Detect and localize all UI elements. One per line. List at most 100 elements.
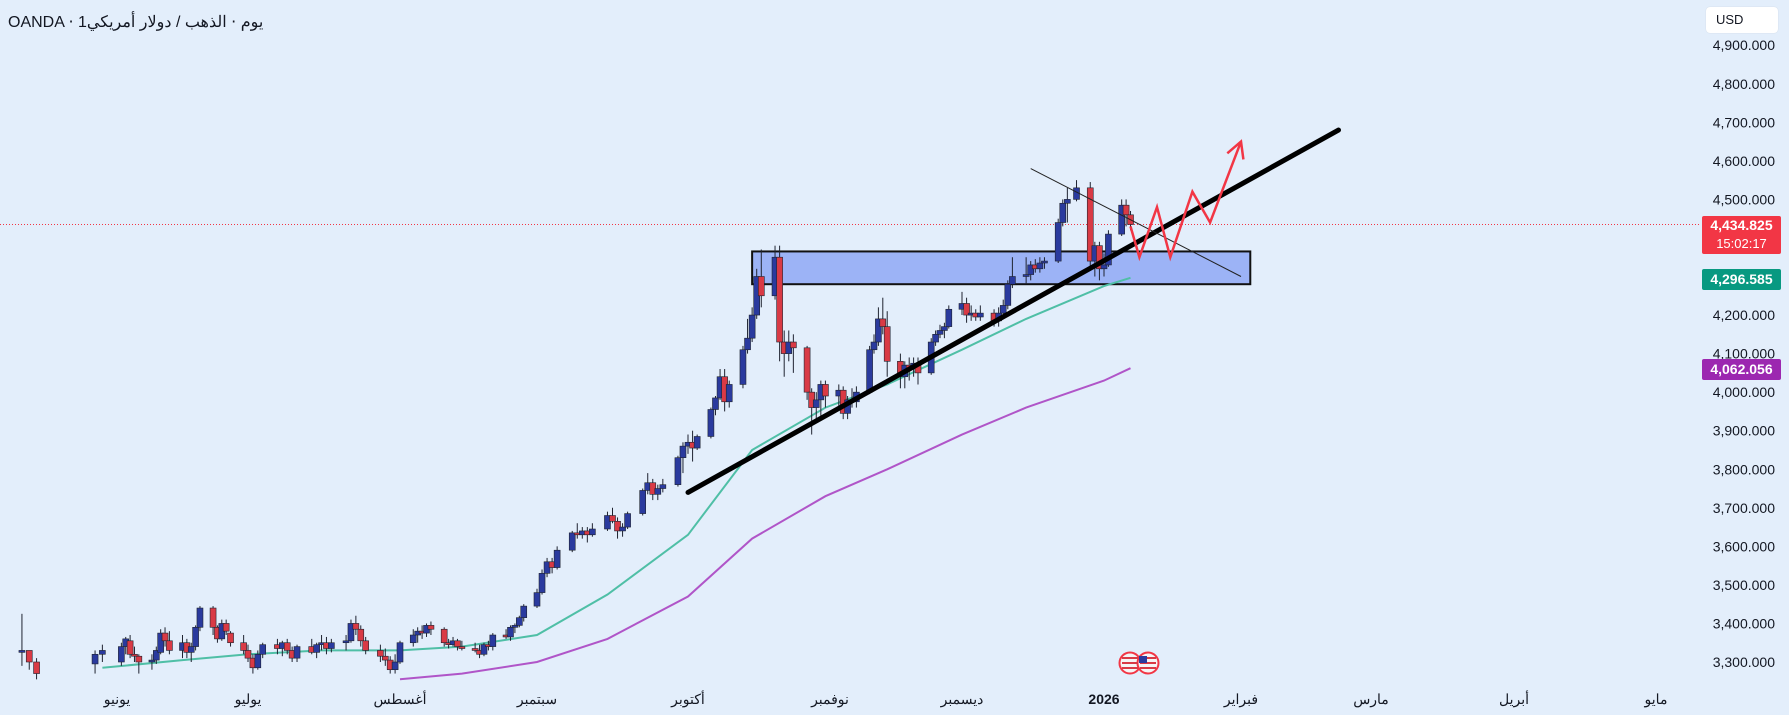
candle <box>227 631 234 647</box>
candle <box>614 517 621 539</box>
candle <box>342 635 350 651</box>
candle <box>725 380 733 408</box>
candle <box>352 615 360 636</box>
candle <box>757 249 765 308</box>
candle <box>679 442 687 474</box>
y-tick-label: 3,500.000 <box>1713 577 1775 593</box>
ma-slow-price-tag: 4,062.056 <box>1702 359 1781 380</box>
y-tick-label: 4,600.000 <box>1713 153 1775 169</box>
candle <box>454 638 461 651</box>
candle <box>866 345 873 395</box>
candle <box>118 642 125 666</box>
candle <box>196 606 204 632</box>
candle <box>1086 182 1094 269</box>
chart-title: OANDA ⋅ ‎1يوم ⋅ ‏الذهب / دولار أمريكي <box>8 14 264 31</box>
candle <box>1036 257 1044 273</box>
candle <box>166 631 173 655</box>
candle <box>883 311 891 377</box>
candle <box>538 569 546 595</box>
descending-resistance-line[interactable] <box>1030 168 1242 277</box>
x-tick-label: يوليو <box>234 691 262 708</box>
candle <box>822 380 829 408</box>
y-tick-label: 4,500.000 <box>1713 191 1775 207</box>
ascending-trendline[interactable] <box>685 127 1341 495</box>
candle <box>568 530 576 553</box>
candle <box>244 644 252 662</box>
x-tick-label: يونيو <box>103 691 131 708</box>
candle <box>776 245 783 362</box>
y-tick-label: 3,800.000 <box>1713 461 1775 477</box>
candle <box>131 646 138 662</box>
candle <box>347 619 355 643</box>
y-tick-label: 4,700.000 <box>1713 114 1775 130</box>
candle <box>440 627 448 647</box>
ma-fast-price-tag: 4,296.585 <box>1702 269 1781 290</box>
candle <box>254 650 262 670</box>
candle <box>240 635 247 655</box>
candle <box>148 654 156 670</box>
candle <box>25 650 33 670</box>
candle <box>870 334 878 354</box>
current-price-tag: 4,434.825 15:02:17 <box>1702 216 1781 254</box>
candle <box>33 658 40 680</box>
candle <box>328 638 335 653</box>
candle <box>157 629 164 655</box>
x-tick-label: مارس <box>1353 691 1389 708</box>
candle <box>293 644 301 662</box>
current-price-value: 4,434.825 <box>1710 217 1773 233</box>
candle <box>126 635 134 659</box>
x-tick-label: مايو <box>1644 691 1668 708</box>
economic-events-icon[interactable] <box>1118 651 1164 675</box>
candle <box>1027 261 1035 281</box>
candle <box>963 297 970 323</box>
candle <box>18 613 26 666</box>
candle <box>790 334 797 373</box>
candle <box>480 642 488 657</box>
candle <box>516 615 523 628</box>
candle <box>932 330 939 346</box>
currency-button[interactable]: USD <box>1706 7 1778 33</box>
candle <box>153 646 160 664</box>
projection-arrow-head <box>1226 139 1245 160</box>
y-tick-label: 3,900.000 <box>1713 423 1775 439</box>
candle <box>707 407 715 439</box>
projection-path[interactable] <box>1129 141 1243 262</box>
candle <box>99 644 106 662</box>
candle <box>377 644 384 662</box>
x-tick-label: أبريل <box>1499 689 1529 708</box>
x-tick-label: أكتوبر <box>670 689 705 708</box>
y-tick-label: 4,800.000 <box>1713 76 1775 92</box>
candle <box>259 642 267 659</box>
y-tick-label: 3,400.000 <box>1713 615 1775 631</box>
candle <box>409 629 417 647</box>
candle <box>875 307 882 346</box>
y-tick-label: 3,300.000 <box>1713 654 1775 670</box>
candle <box>739 345 747 389</box>
candle <box>1100 253 1108 277</box>
candle <box>941 322 948 339</box>
candle <box>674 455 682 487</box>
x-tick-label: 2026 <box>1088 691 1119 707</box>
candle <box>748 307 756 343</box>
y-tick-label: 4,000.000 <box>1713 384 1775 400</box>
candle <box>187 642 195 662</box>
candle <box>712 396 719 416</box>
y-tick-label: 4,200.000 <box>1713 307 1775 323</box>
candle <box>507 625 514 641</box>
candle <box>936 324 944 339</box>
candle <box>659 478 667 493</box>
candle <box>808 388 815 435</box>
candle <box>639 488 647 516</box>
x-tick-label: أغسطس <box>373 689 426 708</box>
candle <box>1009 257 1016 289</box>
supply-demand-zone[interactable] <box>751 250 1252 286</box>
candle <box>192 625 199 651</box>
candle <box>313 642 320 659</box>
candle <box>1059 199 1067 227</box>
candle <box>1041 257 1048 269</box>
candle <box>1004 280 1012 310</box>
candle <box>945 305 953 329</box>
candle <box>357 625 365 647</box>
candle <box>458 640 466 651</box>
